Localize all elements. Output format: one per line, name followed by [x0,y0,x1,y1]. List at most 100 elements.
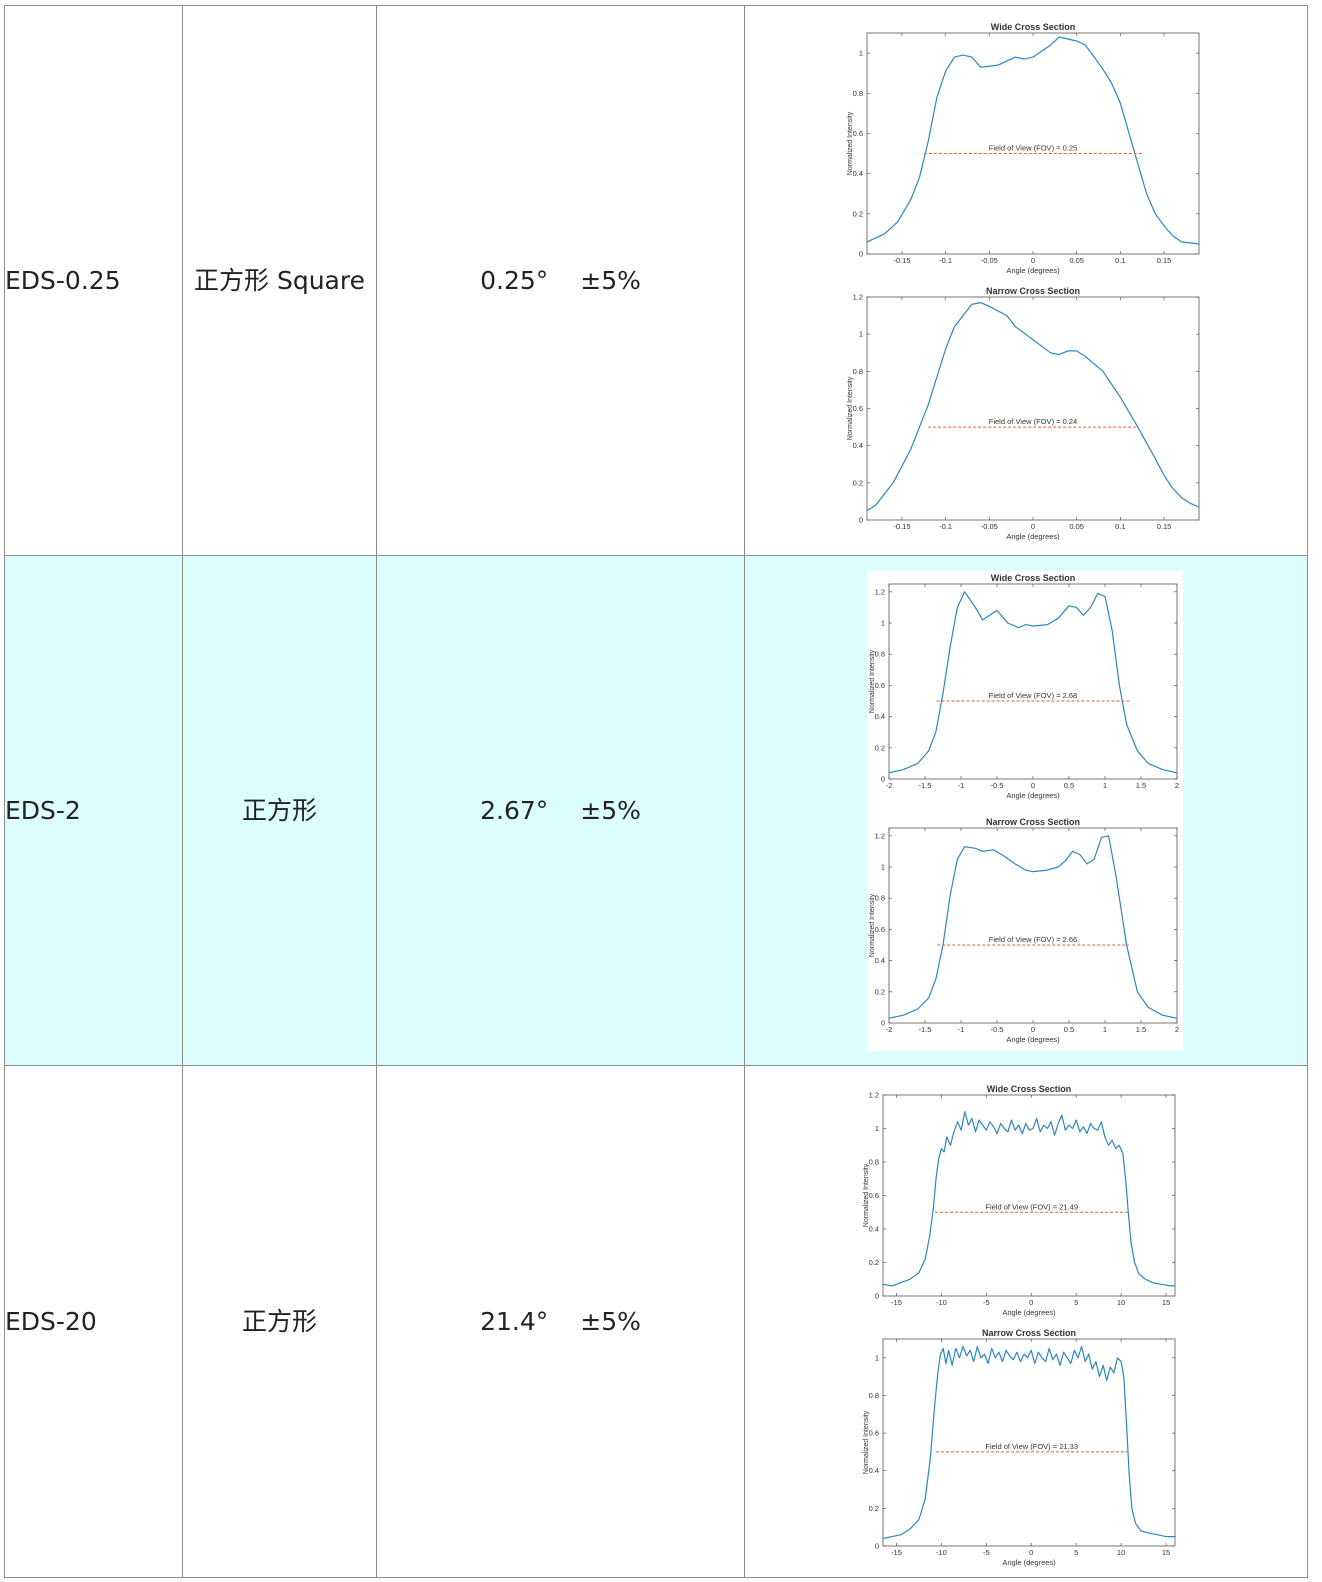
x-tick-label: -5 [983,1548,990,1557]
x-tick-label: 1.5 [1136,781,1146,790]
x-tick-label: 0.15 [1157,256,1172,265]
x-tick-label: 1 [1103,781,1107,790]
chart-title: Narrow Cross Section [982,1328,1076,1338]
plot-area [866,296,1200,521]
y-tick-label: 0.6 [875,681,885,690]
x-tick-label: 0.15 [1157,522,1172,531]
x-tick-label: 0 [1031,256,1035,265]
y-tick-label: 0.8 [875,894,885,903]
x-tick-label: 0.5 [1064,781,1074,790]
y-tick-label: 0.8 [869,1158,879,1167]
y-axis-label: Normalized Intensity [869,649,876,713]
chart-narrow-cross-section: Narrow Cross Section -2 -1.5 -1 -0.5 0 0.5 1 1.5… [869,817,1179,1044]
plot-area [882,1094,1176,1297]
y-tick-label: 0.2 [875,743,885,752]
tolerance-value: ±5% [580,266,641,295]
x-tick-label: -15 [891,1298,902,1307]
y-tick-label: 0 [859,250,863,259]
x-tick-label: 0.05 [1069,522,1084,531]
x-axis-label: Angle (degrees) [1002,1558,1056,1567]
y-axis-label: Normalized Intensity [847,111,854,175]
plot-cell: Wide Cross Section -2 -1.5 -1 -0.5 0 0.5 1 1.5 2 0… [744,555,1308,1066]
y-axis-label: Normalized Intensity [863,1410,870,1474]
y-tick-label: 0.6 [853,404,863,413]
x-tick-label: 0 [1031,1025,1035,1034]
x-tick-label: -2 [886,781,893,790]
y-tick-label: 0.2 [869,1504,879,1513]
angle-value: 0.25° [480,266,549,295]
x-tick-label: 0 [1029,1298,1033,1307]
x-tick-label: 10 [1117,1548,1125,1557]
x-tick-label: 5 [1074,1548,1078,1557]
series-line [866,302,1200,512]
chart-title: Wide Cross Section [987,1084,1071,1094]
fov-annotation: Field of View (FOV) = 2.66 [989,935,1077,944]
x-tick-label: -2 [886,1025,893,1034]
x-tick-label: -10 [936,1298,947,1307]
x-tick-label: 2 [1175,1025,1179,1034]
y-tick-label: 0.8 [853,89,863,98]
y-tick-label: 0.2 [853,209,863,218]
shape-cell: 正方形 [182,1065,377,1578]
x-tick-label: 0.1 [1115,256,1125,265]
x-tick-label: -0.05 [981,522,998,531]
y-tick-label: 0 [881,1019,885,1028]
y-tick-label: 1.2 [875,831,885,840]
x-axis-label: Angle (degrees) [1002,1308,1056,1317]
fov-annotation: Field of View (FOV) = 0.24 [989,417,1077,426]
y-tick-label: 0.8 [853,367,863,376]
chart-title: Narrow Cross Section [986,817,1080,827]
y-tick-label: 1 [881,619,885,628]
shape-cell: 正方形 Square [182,5,377,556]
y-tick-label: 0.4 [875,712,885,721]
y-tick-label: 0 [859,516,863,525]
chart-wide-cross-section: Wide Cross Section -2 -1.5 -1 -0.5 0 0.5 1 1.5 2 0… [869,573,1179,800]
x-tick-label: 1.5 [1136,1025,1146,1034]
table-row: EDS-20 正方形 21.4° ±5% Wide Cross Section -1… [4,1065,1308,1578]
chart-wide-cross-section: Wide Cross Section -0.15 -0.1 -0.05 0 0.05 0.1… [847,22,1200,275]
y-tick-label: 0.4 [853,441,863,450]
model-cell: EDS-2 [4,555,183,1066]
x-axis-label: Angle (degrees) [1006,791,1060,800]
y-tick-label: 0.4 [869,1225,879,1234]
y-tick-label: 0 [881,775,885,784]
y-tick-label: 0.6 [853,129,863,138]
y-tick-label: 1.2 [853,293,863,302]
y-tick-label: 1 [875,1124,879,1133]
x-tick-label: -1.5 [919,1025,932,1034]
x-axis-label: Angle (degrees) [1006,532,1060,541]
plot-area [888,583,1178,780]
x-axis-label: Angle (degrees) [1006,1035,1060,1044]
shape-cell: 正方形 [182,555,377,1066]
y-tick-label: 1 [859,330,863,339]
y-tick-label: 0.8 [869,1391,879,1400]
y-tick-label: 0.6 [869,1429,879,1438]
x-tick-label: -1 [958,781,965,790]
angle-cell: 21.4° ±5% [376,1065,745,1578]
x-tick-label: 1 [1103,1025,1107,1034]
y-tick-label: 0.2 [875,987,885,996]
plot-pair: Wide Cross Section -2 -1.5 -1 -0.5 0 0.5 1 1.5 2 0… [867,571,1183,1051]
tolerance-value: ±5% [580,1307,641,1336]
plot-pair: Wide Cross Section -0.15 -0.1 -0.05 0 0.05 0.1… [845,20,1205,548]
tolerance-value: ±5% [580,796,641,825]
x-tick-label: -0.05 [981,256,998,265]
table-row: EDS-2 正方形 2.67° ±5% Wide Cross Section -2 -… [4,555,1308,1066]
x-tick-label: -0.1 [939,522,952,531]
x-tick-label: 10 [1117,1298,1125,1307]
plot-area [866,32,1200,255]
series-line [882,1345,1175,1540]
plot-cell: Wide Cross Section -15 -10 -5 0 5 10 15 0 0.2 0.4 0… [744,1065,1308,1578]
angle-cell: 2.67° ±5% [376,555,745,1066]
y-tick-label: 0.4 [853,169,863,178]
fov-annotation: Field of View (FOV) = 2.68 [989,691,1077,700]
y-tick-label: 0.8 [875,650,885,659]
chart-title: Wide Cross Section [991,573,1075,583]
y-tick-label: 1.2 [869,1091,879,1100]
y-axis-label: Normalized Intensity [847,376,854,440]
x-tick-label: -10 [936,1548,947,1557]
angle-value: 21.4° [480,1307,549,1336]
chart-title: Wide Cross Section [991,22,1075,32]
y-axis-label: Normalized Intensity [863,1163,870,1227]
y-tick-label: 0.6 [875,925,885,934]
